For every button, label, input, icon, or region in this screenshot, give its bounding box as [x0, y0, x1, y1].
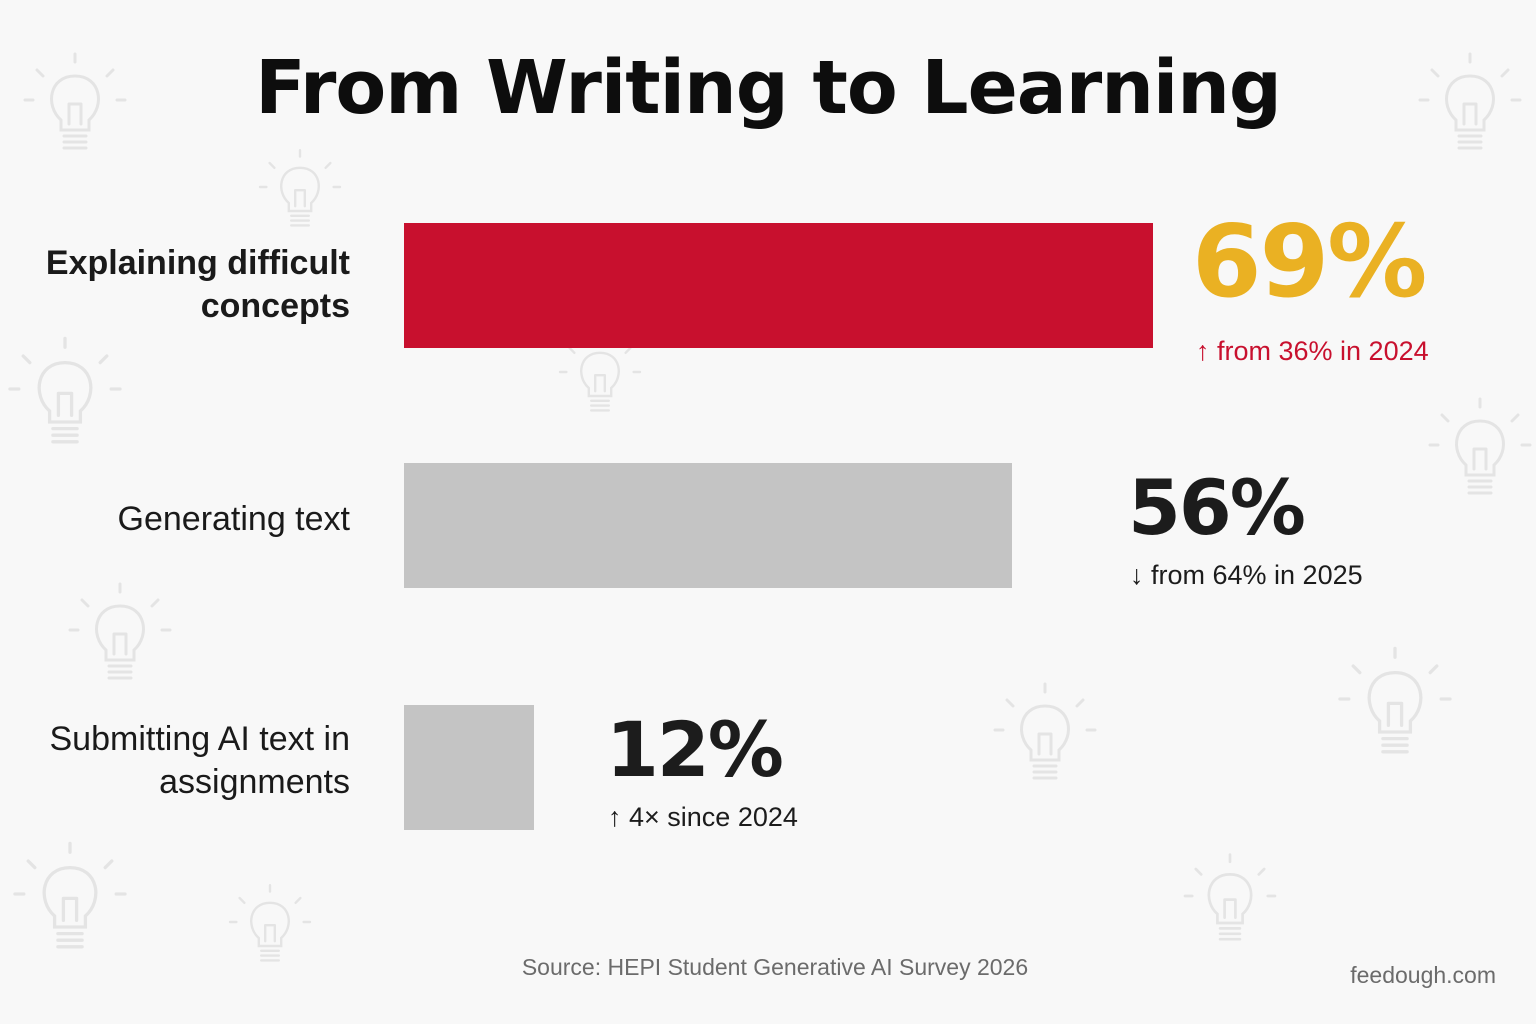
category-label-generating: Generating text: [117, 500, 350, 538]
change-label-explaining: ↑ from 36% in 2024: [1196, 336, 1429, 366]
value-label-submitting: 12%: [606, 705, 784, 794]
change-label-submitting: ↑ 4× since 2024: [608, 802, 798, 832]
change-label-generating: ↓ from 64% in 2025: [1130, 560, 1363, 590]
lightbulb-icon: [1418, 52, 1522, 150]
value-label-generating: 56%: [1128, 463, 1306, 552]
lightbulb-icon: [228, 883, 312, 962]
lightbulb-icon: [993, 682, 1097, 780]
source-note: Source: HEPI Student Generative AI Surve…: [521, 954, 1029, 980]
lightbulb-icon: [8, 336, 122, 444]
category-label-submitting: Submitting AI text in assignments: [49, 720, 351, 801]
bar-generating-text: [404, 463, 1012, 588]
lightbulb-icon: [1183, 853, 1277, 941]
lightbulb-icon: [1428, 397, 1532, 495]
chart-title: From Writing to Learning: [255, 45, 1282, 131]
bar-explaining-difficult-concepts: [404, 223, 1153, 348]
lightbulb-icon: [1338, 646, 1452, 754]
lightbulb-icon: [23, 52, 127, 150]
lightbulb-icon: [68, 582, 172, 680]
lightbulb-icon: [13, 841, 127, 949]
lightbulb-icon: [258, 148, 342, 227]
brand-watermark: feedough.com: [1350, 962, 1496, 988]
value-label-explaining: 69%: [1192, 203, 1427, 320]
bar-submitting-ai-text: [404, 705, 534, 830]
lightbulb-icon: [558, 333, 642, 412]
category-label-explaining: Explaining difficult concepts: [45, 244, 350, 325]
